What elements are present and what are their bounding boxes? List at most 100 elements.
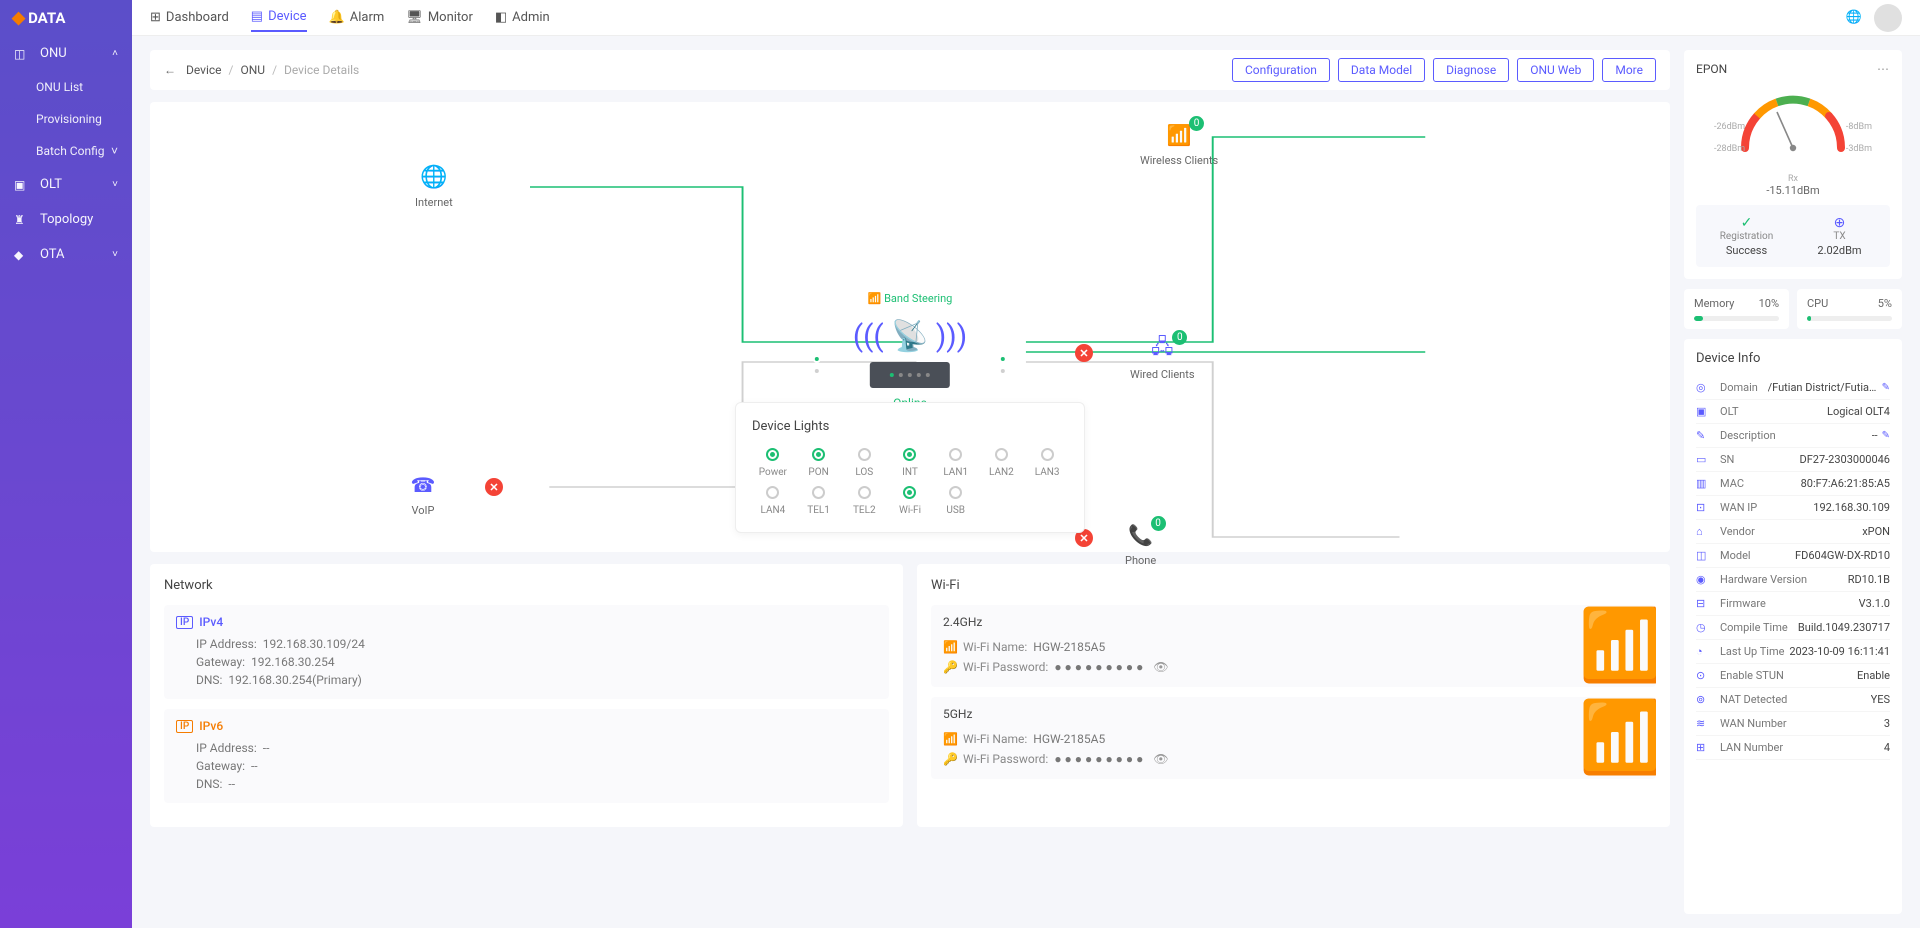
sidebar-sub-provisioning[interactable]: Provisioning	[0, 103, 132, 135]
wifi-panel: Wi-Fi 📶2.4GHz📶Wi-Fi Name:HGW-2185A5🔑Wi-F…	[917, 564, 1670, 827]
key-icon: 🔑	[943, 752, 957, 766]
configuration-button[interactable]: Configuration	[1232, 58, 1330, 82]
info-icon: ◔	[1696, 645, 1712, 658]
light-bulb-icon	[766, 448, 779, 461]
device-lights-card: Device Lights PowerPONLOSINTLAN1LAN2LAN3…	[735, 402, 1085, 533]
light-bulb-icon	[949, 486, 962, 499]
info-row-wan-number: ≋WAN Number3	[1696, 712, 1890, 736]
net-row: IP Address: 192.168.30.109/24	[176, 635, 877, 653]
light-bulb-icon	[903, 448, 916, 461]
node-label: VoIP	[408, 504, 438, 517]
light-bulb-icon	[995, 448, 1008, 461]
info-row-compile-time: ◷Compile TimeBuild.1049.230717	[1696, 616, 1890, 640]
node-phone[interactable]: 📞 0 Phone	[1125, 520, 1156, 567]
error-badge: ✕	[1075, 344, 1093, 362]
light-bulb-icon	[949, 448, 962, 461]
sidebar-topology[interactable]: ♜Topology	[0, 202, 132, 237]
edit-icon[interactable]: ✎	[1882, 430, 1890, 441]
globe-icon[interactable]: 🌐	[1846, 10, 1862, 25]
crumb-device[interactable]: Device	[186, 63, 222, 77]
diagnose-button[interactable]: Diagnose	[1433, 58, 1509, 82]
ipv6-block: IPIPv6 IP Address: --Gateway: --DNS: --	[164, 709, 889, 803]
epon-card: EPON ⋯ -26dBm	[1684, 50, 1902, 279]
ethernet-icon: 🖧 0	[1147, 334, 1177, 364]
node-label: Phone	[1125, 554, 1156, 567]
topnav-dashboard[interactable]: ⊞Dashboard	[150, 3, 229, 32]
data-model-button[interactable]: Data Model	[1338, 58, 1425, 82]
avatar[interactable]	[1874, 4, 1902, 32]
more-icon[interactable]: ⋯	[1877, 62, 1890, 76]
info-icon: ⊞	[1696, 741, 1712, 754]
light-lan3: LAN3	[1026, 448, 1068, 478]
info-row-vendor: ⌂VendorxPON	[1696, 520, 1890, 544]
panel-title: Network	[164, 578, 889, 593]
error-badge: ✕	[485, 478, 503, 496]
panel-title: Wi-Fi	[931, 578, 1656, 593]
light-bulb-icon	[812, 486, 825, 499]
topnav-monitor[interactable]: 🖥Monitor	[406, 3, 473, 32]
info-row-wan-ip: ⊡WAN IP192.168.30.109	[1696, 496, 1890, 520]
light-bulb-icon	[903, 486, 916, 499]
info-icon: ▭	[1696, 453, 1712, 466]
sidebar-sub-batch-config[interactable]: Batch Config˅	[0, 135, 132, 167]
usage-cpu: CPU5%	[1797, 289, 1902, 329]
node-internet[interactable]: 🌐 Internet	[415, 162, 453, 209]
ipv4-head: IPIPv4	[176, 615, 877, 629]
topnav-admin[interactable]: ◧Admin	[495, 3, 550, 32]
sidebar-ota[interactable]: ◆OTA˅	[0, 237, 132, 272]
eye-icon[interactable]: 👁	[1153, 752, 1168, 766]
net-row: IP Address: --	[176, 739, 877, 757]
info-row-olt: ▣OLTLogical OLT4	[1696, 400, 1890, 424]
info-row-domain: ◎Domain/Futian District/Futian S...✎	[1696, 376, 1890, 400]
info-icon: ▥	[1696, 477, 1712, 490]
crumb-current: Device Details	[284, 63, 359, 77]
sidebar-olt[interactable]: ▣OLT˅	[0, 167, 132, 202]
chevron-icon: ˅	[112, 179, 118, 190]
count-badge: 0	[1151, 516, 1166, 531]
net-row: Gateway: --	[176, 757, 877, 775]
sidebar-sub-onu-list[interactable]: ONU List	[0, 71, 132, 103]
info-icon: ⊚	[1696, 693, 1712, 706]
network-panel: Network IPIPv4 IP Address: 192.168.30.10…	[150, 564, 903, 827]
back-icon[interactable]: ←	[164, 63, 176, 77]
globe-icon: 🌐	[419, 162, 449, 192]
info-icon: ≋	[1696, 717, 1712, 730]
device-info-card: Device Info ◎Domain/Futian District/Futi…	[1684, 339, 1902, 914]
node-wireless[interactable]: 📶 0 Wireless Clients	[1140, 120, 1218, 167]
node-label: Wired Clients	[1130, 368, 1195, 381]
light-los: LOS	[843, 448, 885, 478]
topbar: ⊞Dashboard ▤Device 🔔Alarm 🖥Monitor ◧Admin 🌐	[132, 0, 1920, 36]
usage-memory: Memory10%	[1684, 289, 1789, 329]
info-row-model: ◫ModelFD604GW-DX-RD10	[1696, 544, 1890, 568]
count-badge: 0	[1172, 330, 1187, 345]
epon-title: EPON	[1696, 62, 1727, 76]
net-row: DNS: --	[176, 775, 877, 793]
light-bulb-icon	[858, 486, 871, 499]
wifi-band-2.4GHz: 📶2.4GHz📶Wi-Fi Name:HGW-2185A5🔑Wi-Fi Pass…	[931, 605, 1656, 687]
info-icon: ◉	[1696, 573, 1712, 586]
logo-icon: ◆	[12, 8, 25, 28]
more-button[interactable]: More	[1602, 58, 1656, 82]
edit-icon[interactable]: ✎	[1882, 382, 1890, 393]
info-title: Device Info	[1696, 351, 1890, 366]
info-icon: ⊟	[1696, 597, 1712, 610]
key-icon: 🔑	[943, 660, 957, 674]
info-row-description: ✎Description--✎	[1696, 424, 1890, 448]
eye-icon[interactable]: 👁	[1153, 660, 1168, 674]
topology-diagram: 🌐 Internet ☎ VoIP ✕ 📶 0 Wireless	[150, 102, 1670, 552]
node-voip[interactable]: ☎ VoIP	[408, 470, 438, 517]
topnav-alarm[interactable]: 🔔Alarm	[329, 3, 385, 32]
topnav-device[interactable]: ▤Device	[251, 3, 307, 32]
sidebar-onu[interactable]: ◫ONU˄	[0, 36, 132, 71]
router-node[interactable]: 📶 Band Steering ((( 📡 ))) Online	[853, 292, 967, 410]
net-row: DNS: 192.168.30.254(Primary)	[176, 671, 877, 689]
crumb-onu[interactable]: ONU	[240, 63, 265, 77]
info-row-sn: ▭SNDF27-2303000046	[1696, 448, 1890, 472]
rx-gauge: -26dBm -8dBm -28dBm -3dBm	[1696, 84, 1890, 174]
band-steering-label: 📶 Band Steering	[853, 292, 967, 305]
logo[interactable]: ◆ DATA	[0, 0, 132, 36]
onu-web-button[interactable]: ONU Web	[1517, 58, 1594, 82]
sidebar: ◆ DATA ◫ONU˄ONU ListProvisioningBatch Co…	[0, 0, 132, 928]
chevron-icon: ˄	[112, 48, 118, 59]
node-wired[interactable]: 🖧 0 Wired Clients	[1130, 334, 1195, 381]
